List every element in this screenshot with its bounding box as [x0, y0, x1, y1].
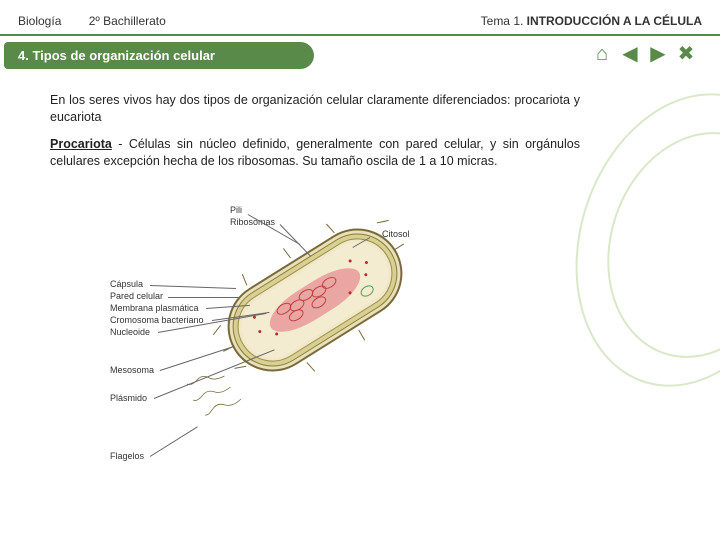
nav-icons: ⌂ ◀ ▶ ✖ [590, 42, 698, 66]
subject-label: Biología [18, 14, 61, 28]
ribosome-dot [275, 332, 279, 336]
paragraph-1: En los seres vivos hay dos tipos de orga… [50, 92, 580, 126]
term-procariota: Procariota [50, 137, 112, 151]
label-plasmido: Plásmido [110, 393, 147, 403]
header-left: Biología 2º Bachillerato [18, 14, 166, 28]
topic-prefix: Tema 1. [481, 14, 527, 28]
level-label: 2º Bachillerato [89, 14, 166, 28]
prev-icon[interactable]: ◀ [618, 42, 642, 66]
paragraph-2: Procariota - Células sin núcleo definido… [50, 136, 580, 170]
leader-line [150, 426, 198, 457]
leader-line [150, 285, 236, 289]
label-nucleoide: Nucleoide [110, 327, 150, 337]
leader-line [168, 297, 240, 298]
close-icon[interactable]: ✖ [674, 42, 698, 66]
pilus [234, 366, 246, 369]
home-icon[interactable]: ⌂ [590, 42, 614, 66]
content-area: En los seres vivos hay dos tipos de orga… [50, 92, 580, 180]
header-topic: Tema 1. INTRODUCCIÓN A LA CÉLULA [481, 14, 702, 28]
label-flagelos: Flagelos [110, 451, 144, 461]
cell-diagram: Cápsula Pared celular Membrana plasmátic… [100, 205, 440, 505]
topic-title: INTRODUCCIÓN A LA CÉLULA [527, 14, 702, 28]
header: Biología 2º Bachillerato Tema 1. INTRODU… [0, 0, 720, 36]
ribosome-dot [364, 272, 368, 276]
section-title-pill: 4. Tipos de organización celular [4, 42, 314, 69]
ribosome-dot [348, 259, 352, 263]
label-pili: Pili [230, 205, 242, 215]
pilus [326, 224, 335, 234]
label-citosol: Citosol [382, 229, 410, 239]
label-capsula: Cápsula [110, 279, 143, 289]
flagellum [190, 399, 260, 419]
pilus [358, 330, 365, 341]
leader-line [160, 346, 234, 371]
para2-rest: - Células sin núcleo definido, generalme… [50, 137, 580, 168]
next-icon[interactable]: ▶ [646, 42, 670, 66]
ribosome-dot [258, 330, 262, 334]
pilus [213, 325, 221, 335]
label-cromosoma: Cromosoma bacteriano [110, 315, 204, 325]
pilus [306, 362, 315, 372]
pilus [377, 220, 389, 223]
plasmid-ring [359, 283, 376, 299]
section-title: 4. Tipos de organización celular [18, 48, 215, 63]
decorative-curve-inner [579, 108, 720, 382]
label-pared: Pared celular [110, 291, 163, 301]
pilus [242, 274, 247, 286]
pilus [283, 248, 291, 258]
label-membrana: Membrana plasmática [110, 303, 199, 313]
pilus [393, 244, 404, 251]
label-mesosoma: Mesosoma [110, 365, 154, 375]
ribosome-dot [364, 261, 368, 265]
